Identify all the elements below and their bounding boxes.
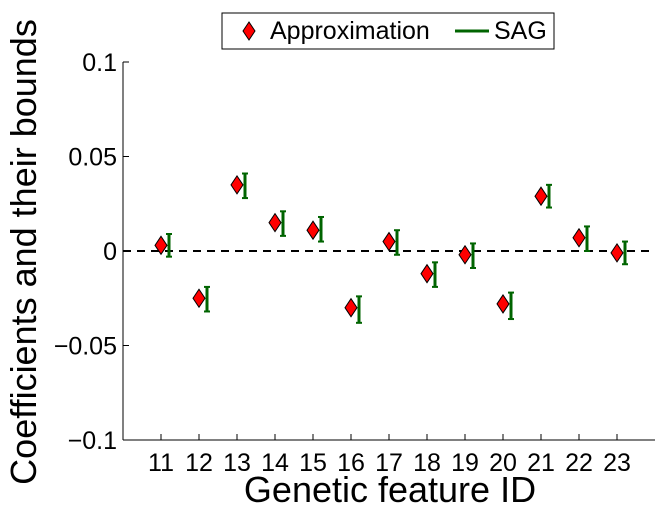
y-axis-label: Coefficients and their bounds bbox=[3, 19, 44, 485]
approximation-point bbox=[344, 297, 358, 318]
x-tick-label: 11 bbox=[148, 449, 174, 477]
x-tick-label: 17 bbox=[375, 449, 403, 477]
approximation-point bbox=[572, 227, 586, 248]
sag-bound bbox=[204, 285, 210, 313]
y-tick-label: 0 bbox=[103, 238, 117, 266]
legend-approximation-diamond-icon bbox=[242, 21, 256, 41]
x-tick-label: 18 bbox=[413, 449, 441, 477]
approximation-point bbox=[306, 220, 320, 241]
x-tick-label: 22 bbox=[565, 449, 593, 477]
x-tick-label: 19 bbox=[451, 449, 479, 477]
sag-bound bbox=[432, 261, 438, 288]
x-tick-label: 21 bbox=[527, 449, 555, 477]
approximation-point bbox=[420, 263, 434, 284]
sag-bound bbox=[242, 172, 248, 200]
y-tick-label: −0.05 bbox=[54, 333, 117, 361]
legend-box bbox=[221, 12, 555, 50]
approximation-point bbox=[230, 174, 244, 195]
sag-bound bbox=[394, 229, 400, 256]
sag-bounds-group bbox=[166, 172, 628, 324]
approximation-points-group bbox=[154, 174, 624, 318]
approximation-point bbox=[192, 288, 206, 309]
x-axis-label: Genetic feature ID bbox=[244, 469, 536, 510]
legend: Approximation SAG bbox=[221, 12, 555, 50]
legend-approximation-label: Approximation bbox=[270, 17, 430, 45]
x-tick-label: 20 bbox=[489, 449, 517, 477]
y-tick-label: −0.1 bbox=[68, 427, 117, 455]
sag-bound bbox=[584, 225, 590, 252]
x-tick-label: 12 bbox=[185, 449, 213, 477]
approximation-point bbox=[534, 186, 548, 207]
sag-bound bbox=[622, 240, 628, 266]
tick-labels-group: 0.1 0.05 0 −0.05 −0.1 11 12 13 14 15 16 17 18 19 20 21 2… bbox=[54, 49, 631, 477]
sag-bound bbox=[318, 215, 324, 243]
sag-bound bbox=[470, 242, 476, 270]
legend-sag-label: SAG bbox=[494, 17, 547, 45]
approximation-point bbox=[458, 244, 472, 265]
x-tick-label: 16 bbox=[337, 449, 365, 477]
approximation-point bbox=[268, 212, 282, 233]
y-tick-label: 0.05 bbox=[68, 144, 117, 172]
sag-bound bbox=[356, 295, 362, 324]
x-tick-label: 23 bbox=[603, 449, 631, 477]
x-tick-label: 15 bbox=[299, 449, 327, 477]
sag-bound bbox=[280, 210, 286, 237]
sag-bound bbox=[166, 232, 172, 258]
approximation-point bbox=[610, 242, 624, 263]
x-tick-label: 14 bbox=[261, 449, 289, 477]
sag-bound bbox=[508, 291, 514, 321]
approximation-point bbox=[154, 235, 168, 256]
y-tick-label: 0.1 bbox=[82, 49, 117, 77]
approximation-point bbox=[496, 294, 510, 314]
approximation-point bbox=[382, 231, 396, 252]
sag-bound bbox=[546, 183, 552, 209]
x-tick-label: 13 bbox=[223, 449, 251, 477]
